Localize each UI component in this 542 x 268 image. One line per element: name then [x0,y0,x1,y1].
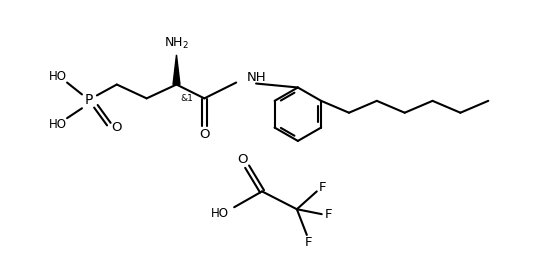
Text: O: O [199,128,210,142]
Text: O: O [237,153,247,166]
Text: HO: HO [49,70,67,83]
Text: F: F [305,236,313,249]
Polygon shape [173,55,180,84]
Text: HO: HO [211,207,229,220]
Text: &1: &1 [180,94,193,103]
Text: F: F [319,181,326,194]
Text: NH: NH [247,71,267,84]
Text: P: P [85,93,93,107]
Text: HO: HO [49,118,67,131]
Text: NH$_2$: NH$_2$ [164,36,189,51]
Text: F: F [325,208,332,221]
Text: O: O [112,121,122,133]
